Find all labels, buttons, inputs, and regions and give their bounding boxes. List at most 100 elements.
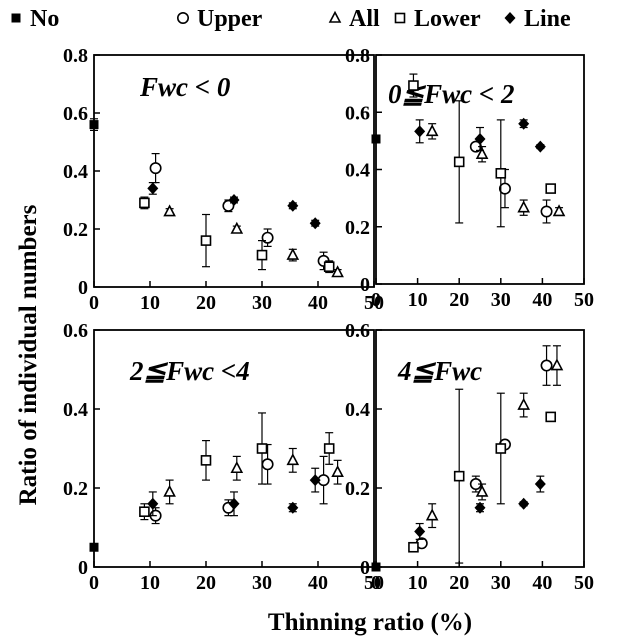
series-upper [149,153,330,271]
y-tick-label: 0 [360,557,370,579]
point-lower [495,443,507,454]
point-lower [323,261,335,273]
x-tick-label: 30 [252,572,272,594]
x-tick-label: 20 [196,292,216,314]
point-no [371,562,381,572]
legend-label-line: Line [524,6,571,32]
point-line [414,525,426,538]
point-all [425,124,439,137]
legend-label-lower: Lower [414,6,481,32]
series-all [163,447,344,505]
series-line [414,117,546,153]
panel-title: 2≦Fwc <4 [129,356,250,386]
point-line [147,497,159,510]
point-all [163,204,176,217]
series-no [89,118,99,131]
point-lower [323,443,335,454]
point-line [518,497,530,510]
x-tick-label: 30 [252,292,272,314]
point-lower [408,80,419,91]
point-lower [495,168,507,179]
point-lower [453,156,465,168]
point-all [286,453,300,466]
legend: No Upper All Lower Line [11,6,571,32]
legend-marker-upper [177,12,190,24]
x-tick-label: 10 [140,572,160,594]
point-line [518,117,530,130]
legend-label-no: No [30,6,59,32]
point-no [89,120,99,130]
plot-frame [93,54,375,288]
x-tick-label: 40 [532,289,552,311]
series-all [163,204,344,278]
x-tick-label: 40 [532,572,552,594]
point-lower [453,470,465,482]
series-no [89,542,99,552]
point-line [228,194,240,206]
point-line [534,140,546,153]
point-upper [540,205,553,218]
y-tick-label: 0.2 [345,217,370,239]
point-all [331,265,344,278]
point-all [550,358,564,371]
y-tick-label: 0.4 [345,160,370,182]
x-tick-label: 50 [364,292,384,314]
y-axis-title: Ratio of individual numbers [15,204,42,505]
x-tick-label: 30 [491,572,511,594]
legend-marker-lower [394,12,406,24]
point-lower [200,455,212,466]
y-tick-label: 0 [78,557,88,579]
point-all [230,221,244,234]
y-tick-label: 0 [360,274,370,296]
point-upper [498,182,511,195]
point-upper [149,162,162,175]
legend-marker-no [11,13,21,23]
point-lower [408,541,419,553]
x-tick-label: 10 [408,572,428,594]
point-line [309,217,321,230]
point-no [371,134,381,144]
x-tick-label: 20 [449,289,469,311]
point-line [228,497,240,510]
plot-frame [375,329,585,568]
point-upper [540,359,553,372]
x-tick-label: 50 [364,572,384,594]
point-line [287,199,299,212]
point-all [230,461,244,474]
point-all [286,247,300,260]
x-tick-label: 40 [308,292,328,314]
point-all [517,397,531,410]
y-tick-label: 0.6 [345,102,370,124]
x-tick-label: 10 [140,292,160,314]
panel-title: Fwc < 0 [139,72,231,102]
y-tick-label: 0.8 [345,45,370,67]
y-tick-label: 0.6 [63,320,88,342]
point-lower [545,411,557,423]
point-line [534,478,546,491]
y-tick-label: 0.6 [63,103,88,125]
y-tick-label: 0.4 [63,399,88,421]
series-line [414,475,546,540]
x-tick-label: 20 [196,572,216,594]
y-tick-label: 0.4 [63,161,88,183]
point-lower [139,197,150,209]
y-tick-label: 0.2 [345,478,370,500]
series-line [147,467,321,517]
x-tick-label: 10 [408,289,428,311]
point-line [414,125,426,138]
y-tick-label: 0.4 [345,399,370,421]
legend-marker-all [328,10,342,23]
point-lower [256,443,268,454]
series-no [371,134,381,144]
point-lower [256,249,268,261]
point-upper [261,231,274,244]
series-all [425,345,564,529]
point-line [287,501,299,514]
point-line [309,474,321,487]
series-no [371,562,381,572]
series-lower [408,73,557,228]
